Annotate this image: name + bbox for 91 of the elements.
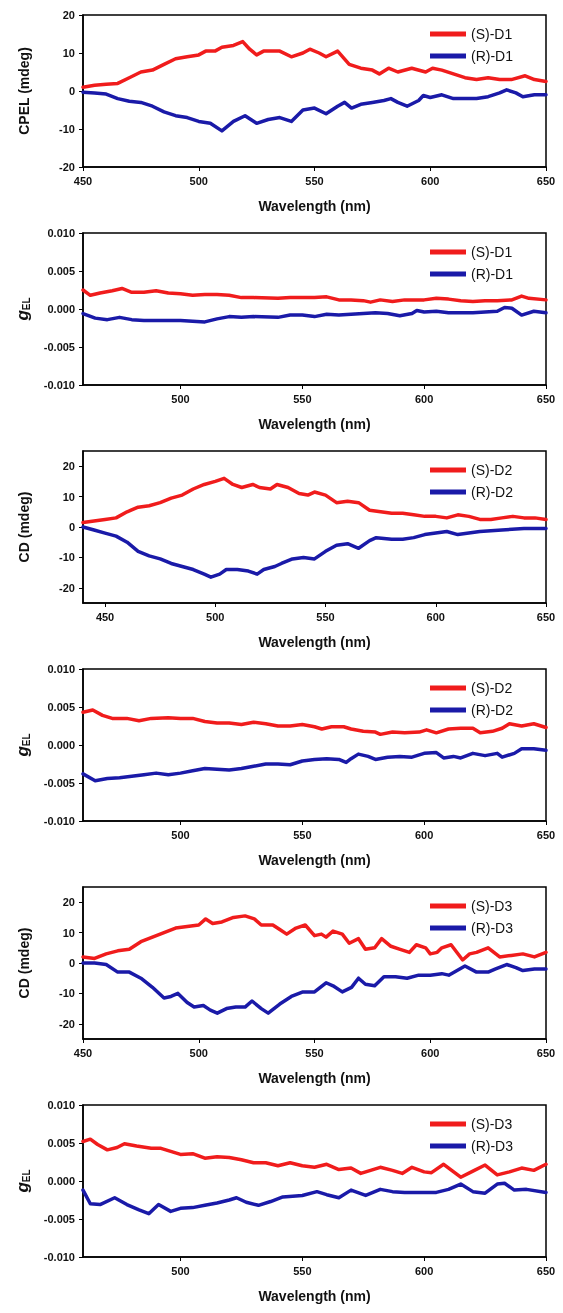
- x-tick-label: 550: [316, 610, 335, 623]
- legend-label: (S)-D1: [471, 26, 513, 42]
- y-tick-label: 20: [62, 460, 75, 473]
- x-tick-label: 600: [426, 610, 445, 623]
- x-tick-label: 550: [305, 174, 324, 187]
- x-tick-label: 600: [421, 174, 440, 187]
- y-tick-label: 0.005: [47, 265, 75, 277]
- line-series: [81, 525, 548, 579]
- y-tick-label: 0.000: [47, 303, 75, 315]
- x-tick-label: 650: [536, 1264, 556, 1277]
- y-tick-label: 20: [62, 896, 75, 909]
- x-tick-label: 600: [421, 1046, 440, 1059]
- y-tick-label: -10: [59, 123, 75, 135]
- y-tick-label: 0.010: [47, 663, 75, 675]
- y-axis-title: gEL: [12, 1169, 32, 1194]
- y-axis-title: gEL: [12, 733, 32, 758]
- x-tick-label: 500: [189, 1046, 208, 1059]
- x-axis-title: Wavelength (nm): [258, 416, 371, 432]
- y-tick-label: -0.010: [43, 379, 75, 391]
- x-axis-title: Wavelength (nm): [258, 198, 371, 214]
- x-tick-label: 450: [95, 610, 115, 623]
- legend-label: (S)-D3: [471, 898, 513, 914]
- y-tick-label: 10: [62, 926, 75, 939]
- y-axis-title: CD (mdeg): [16, 491, 32, 563]
- y-tick-label: -20: [59, 161, 75, 173]
- x-tick-label: 450: [73, 1046, 93, 1059]
- x-tick-label: 500: [171, 1264, 190, 1277]
- x-tick-label: 500: [189, 174, 208, 187]
- y-tick-label: -0.010: [43, 815, 75, 827]
- x-tick-label: 550: [305, 1046, 324, 1059]
- y-tick-label: 0: [68, 957, 75, 969]
- y-tick-label: 0.010: [47, 227, 75, 239]
- y-tick-label: 0.005: [47, 1137, 75, 1149]
- legend-label: (R)-D3: [471, 920, 514, 936]
- y-tick-label: 0: [68, 85, 75, 97]
- x-tick-label: 500: [171, 828, 190, 841]
- line-series: [81, 1181, 548, 1216]
- x-tick-label: 650: [536, 828, 556, 841]
- line-series: [81, 914, 548, 962]
- x-axis-title: Wavelength (nm): [258, 634, 371, 650]
- legend-label: (S)-D2: [471, 680, 513, 696]
- x-axis-title: Wavelength (nm): [258, 852, 371, 868]
- x-tick-label: 550: [293, 1264, 312, 1277]
- line-series: [81, 747, 548, 783]
- y-tick-label: 10: [62, 490, 75, 503]
- y-tick-label: 10: [62, 47, 75, 59]
- x-tick-label: 600: [414, 1264, 434, 1277]
- x-tick-label: 650: [536, 610, 556, 623]
- legend-label: (S)-D1: [471, 244, 513, 260]
- x-tick-label: 550: [293, 828, 312, 841]
- y-tick-label: -10: [59, 987, 75, 1000]
- legend-label: (R)-D1: [471, 48, 514, 64]
- y-axis-title: gEL: [12, 297, 32, 322]
- x-tick-label: 500: [171, 392, 190, 405]
- x-tick-label: 600: [414, 392, 434, 405]
- line-series: [81, 286, 548, 304]
- x-tick-label: 500: [206, 610, 225, 623]
- y-tick-label: -10: [59, 551, 75, 564]
- y-tick-label: -0.005: [43, 777, 75, 789]
- legend-label: (R)-D1: [471, 266, 514, 282]
- y-tick-label: 0.005: [47, 701, 75, 713]
- x-axis-title: Wavelength (nm): [258, 1070, 371, 1086]
- line-series: [81, 88, 548, 133]
- x-tick-label: 600: [414, 828, 434, 841]
- legend-label: (S)-D2: [471, 462, 513, 478]
- legend-label: (R)-D2: [471, 702, 514, 718]
- line-series: [81, 1137, 548, 1179]
- line-series: [81, 961, 548, 1015]
- y-axis-title: CPEL (mdeg): [16, 47, 32, 135]
- y-tick-label: -0.005: [43, 1213, 75, 1225]
- legend-label: (R)-D2: [471, 484, 514, 500]
- y-tick-label: 0.000: [47, 739, 75, 751]
- legend-label: (S)-D3: [471, 1116, 513, 1132]
- y-tick-label: 20: [62, 9, 75, 21]
- line-series: [81, 305, 548, 324]
- x-tick-label: 450: [73, 174, 93, 187]
- x-tick-label: 650: [536, 392, 556, 405]
- x-tick-label: 650: [536, 174, 556, 187]
- y-tick-label: -20: [59, 1017, 75, 1030]
- line-series: [81, 476, 548, 525]
- y-tick-label: 0: [68, 521, 75, 533]
- y-tick-label: 0.010: [47, 1099, 75, 1111]
- x-axis-title: Wavelength (nm): [258, 1288, 371, 1304]
- y-tick-label: -0.005: [43, 341, 75, 353]
- y-tick-label: -0.010: [43, 1251, 75, 1263]
- y-tick-label: -20: [59, 581, 75, 594]
- y-tick-label: 0.000: [47, 1175, 75, 1187]
- legend-label: (R)-D3: [471, 1138, 514, 1154]
- x-tick-label: 650: [536, 1046, 556, 1059]
- y-axis-title: CD (mdeg): [16, 927, 32, 999]
- x-tick-label: 550: [293, 392, 312, 405]
